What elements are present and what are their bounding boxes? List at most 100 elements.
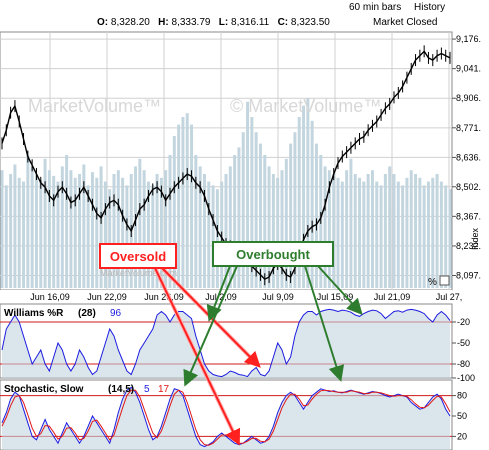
- volume-bar: [323, 166, 327, 288]
- bars-label: 60 min bars: [349, 2, 402, 13]
- volume-bar: [194, 155, 198, 288]
- scale-toggle-box[interactable]: [439, 275, 450, 286]
- volume-bar: [60, 166, 64, 288]
- volume-bar: [30, 166, 34, 288]
- williams-panel: Williams %R (28) 96 -20 -50 -80 -100: [0, 303, 475, 383]
- volume-bar: [34, 174, 38, 288]
- x-axis: Jun 16,09 Jun 22,09 Jun 26,09 Jul 2,09 Jul 9…: [30, 292, 462, 302]
- volume-bar: [125, 185, 129, 288]
- volume-bar: [99, 166, 103, 288]
- williams-series: [1, 308, 451, 378]
- volume-bar: [233, 155, 237, 288]
- volume-bar: [121, 177, 125, 288]
- volume-bar: [336, 177, 340, 288]
- overbought-arrow-1: [183, 265, 238, 387]
- volume-bar: [246, 101, 250, 288]
- volume-bar: [271, 174, 275, 288]
- volume-bar: [293, 132, 297, 288]
- volume-bar: [103, 181, 107, 288]
- volume-bar: [78, 174, 82, 288]
- oversold-arrow-stochastic: [154, 267, 241, 446]
- overbought-box: [212, 241, 334, 267]
- volume-bar: [414, 174, 418, 288]
- price-y-tick-label: 8,097.: [456, 271, 481, 281]
- volume-bar: [258, 143, 262, 288]
- volume-bar: [198, 166, 202, 288]
- watermark-small: MarketVolume.com: [100, 268, 177, 278]
- high-value: 8,333.79: [171, 17, 211, 28]
- percent-label[interactable]: %: [428, 277, 437, 288]
- volume-bar: [4, 185, 8, 288]
- volume-bar: [310, 120, 314, 288]
- volume-bar: [267, 166, 271, 288]
- williams-y-tick-label: -80: [457, 359, 470, 369]
- stochastic-y-tick-label: 80: [457, 391, 467, 401]
- volume-bar: [237, 147, 241, 288]
- volume-bar: [172, 136, 176, 288]
- volume-bar: [164, 170, 168, 288]
- price-y-tick-label: 8,502.: [456, 182, 481, 192]
- price-y-axis-label: Index: [470, 227, 480, 250]
- x-tick-label: Jul 27,: [436, 292, 463, 302]
- volume-bar: [254, 132, 258, 288]
- watermark-left: MarketVolume™: [28, 96, 161, 116]
- volume-bar: [151, 185, 155, 288]
- williams-y-tick-label: -100: [457, 373, 475, 383]
- volume-bar: [358, 177, 362, 288]
- oversold-box: [99, 243, 177, 269]
- volume-bar: [375, 181, 379, 288]
- volume-bar: [56, 181, 60, 288]
- volume-bar: [422, 185, 426, 288]
- volume-bar: [159, 177, 163, 288]
- history-link[interactable]: History: [414, 2, 446, 13]
- stochastic-value-d: 17: [158, 384, 170, 395]
- volume-bar: [314, 143, 318, 288]
- volume-bar: [353, 174, 357, 288]
- williams-area: [2, 309, 450, 378]
- high-key: H:: [158, 17, 169, 28]
- volume-bar: [340, 181, 344, 288]
- williams-value: 96: [110, 308, 122, 319]
- volume-bar: [112, 174, 116, 288]
- volume-bar: [69, 170, 73, 288]
- williams-y-axis: -20 -50 -80 -100: [452, 317, 475, 383]
- overbought-arrow-4: [317, 265, 363, 315]
- volume-bar: [95, 177, 99, 288]
- volume-bar: [82, 164, 86, 288]
- volume-bar: [17, 177, 21, 288]
- williams-params: (28): [78, 308, 96, 319]
- volume-bar: [202, 174, 206, 288]
- volume-bar: [306, 98, 310, 288]
- volume-bar: [444, 185, 448, 288]
- overbought-arrows: [183, 265, 363, 387]
- x-tick-label: Jul 15,09: [317, 292, 354, 302]
- volume-bar: [211, 185, 215, 288]
- ohlc-readout: O: 8,328.20 H: 8,333.79 L: 8,316.11 C: 8…: [97, 17, 330, 28]
- stochastic-panel: Stochastic, Slow (14,5) 5 17 80 50 20: [0, 379, 467, 450]
- oversold-label: Oversold: [110, 249, 166, 264]
- volume-bar: [26, 155, 30, 288]
- volume-bar: [401, 185, 405, 288]
- x-axis-band: [0, 290, 452, 304]
- x-tick-label: Jul 21,09: [374, 292, 411, 302]
- volume-bar: [349, 158, 353, 288]
- volume-bar: [228, 166, 232, 288]
- volume-bar: [52, 175, 56, 288]
- volume-bar: [383, 174, 387, 288]
- volume-bar: [224, 174, 228, 288]
- low-key: L:: [218, 17, 229, 28]
- watermark-right: © MarketVolume™: [230, 96, 381, 116]
- williams-y-tick-label: -20: [457, 317, 470, 327]
- x-tick-label: Jun 16,09: [30, 292, 70, 302]
- volume-bar: [0, 170, 4, 288]
- x-tick-label: Jun 26,09: [144, 292, 184, 302]
- overbought-callout: Overbought: [212, 241, 334, 267]
- stochastic-y-tick-label: 50: [457, 411, 467, 421]
- volume-bar: [9, 174, 13, 288]
- volume-bar: [22, 181, 26, 288]
- price-y-tick-label: 8,906.: [456, 93, 481, 103]
- volume-bar: [134, 166, 138, 288]
- price-y-tick-label: 8,636.: [456, 152, 481, 162]
- stochastic-y-tick-label: 20: [457, 431, 467, 441]
